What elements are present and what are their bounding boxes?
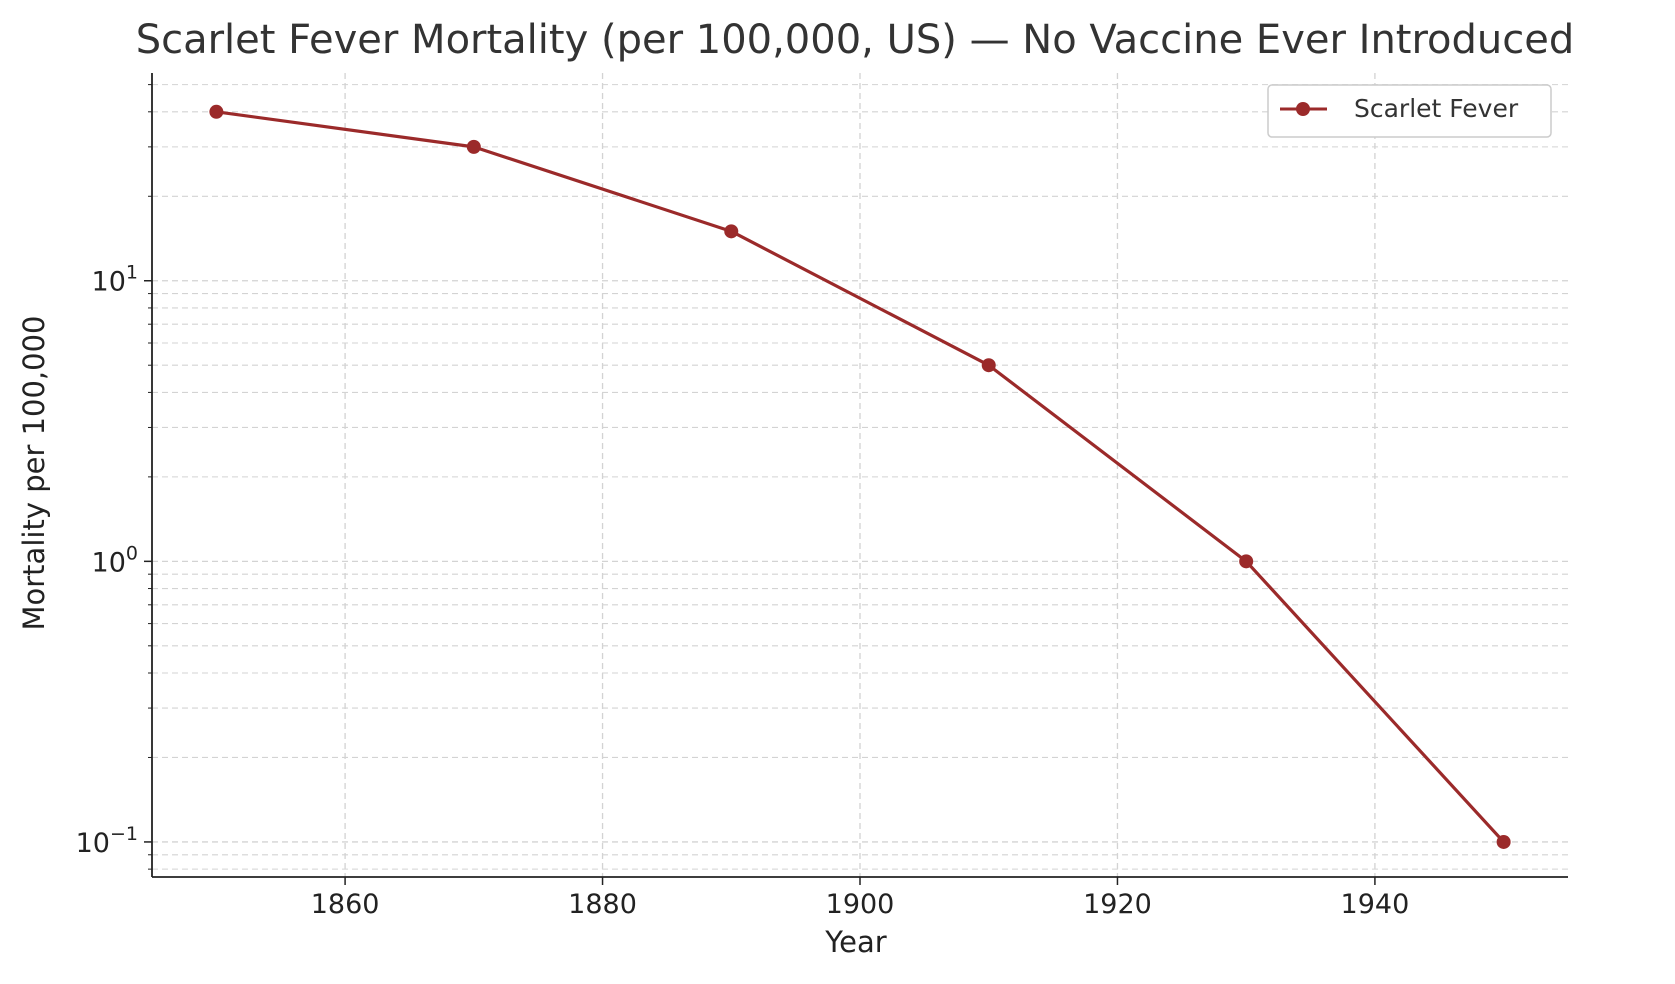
x-axis-label: Year — [824, 925, 886, 959]
legend: Scarlet Fever — [1267, 84, 1552, 138]
y-axis-ticks: 10−1 100 101 — [76, 84, 152, 870]
x-tick-label: 1940 — [1341, 889, 1410, 920]
x-tick-label: 1860 — [311, 889, 380, 920]
y-tick-label: 10−1 — [76, 823, 138, 859]
x-tick-label: 1900 — [826, 889, 895, 920]
y-tick-label: 100 — [92, 542, 138, 578]
data-point — [209, 104, 224, 119]
data-point — [981, 358, 996, 373]
series-layer — [209, 104, 1511, 849]
data-point — [1239, 554, 1254, 569]
grid-lines — [152, 73, 1568, 877]
legend-box — [1267, 84, 1552, 138]
x-axis-ticks: 1860 1880 1900 1920 1940 — [311, 877, 1410, 920]
y-axis-label: Mortality per 100,000 — [17, 315, 51, 630]
data-point — [466, 139, 481, 154]
legend-label-scarlet-fever: Scarlet Fever — [1354, 94, 1519, 123]
x-tick-label: 1920 — [1083, 889, 1152, 920]
y-tick-label: 101 — [92, 262, 138, 298]
x-tick-label: 1880 — [568, 889, 637, 920]
data-point — [724, 224, 739, 239]
data-point — [1496, 834, 1511, 849]
series-line — [216, 110, 1505, 844]
legend-marker-icon — [1296, 102, 1310, 116]
chart-title: Scarlet Fever Mortality (per 100,000, US… — [136, 17, 1575, 63]
